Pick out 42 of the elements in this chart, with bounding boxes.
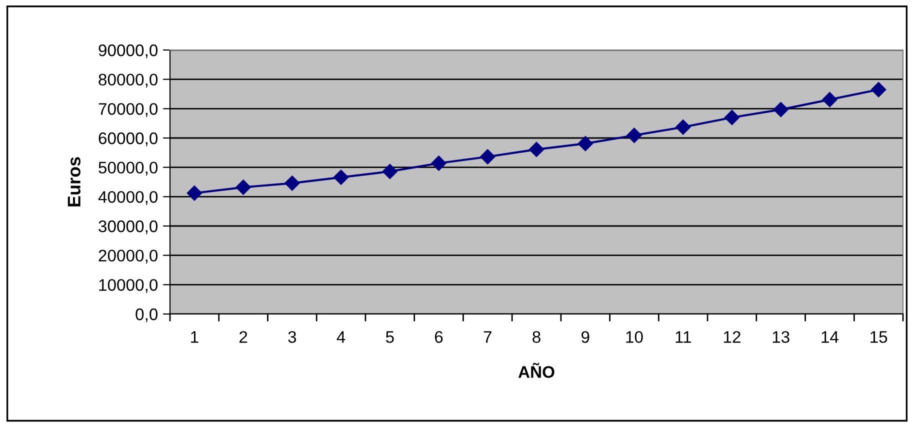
- x-tick-label: 14: [822, 331, 838, 343]
- x-tick-label: 8: [532, 331, 540, 343]
- point: [236, 180, 251, 195]
- y-tick-label: 80000,0: [98, 74, 158, 88]
- point: [333, 170, 349, 185]
- point: [186, 186, 202, 201]
- x-tick-label: 10: [626, 331, 643, 343]
- x-tick-label: 3: [288, 331, 296, 343]
- point: [676, 120, 691, 135]
- y-tick-label: 30000,0: [98, 220, 158, 234]
- point: [578, 136, 593, 152]
- point: [382, 164, 398, 180]
- x-axis-title: AÑO: [518, 362, 554, 378]
- point: [626, 128, 642, 143]
- point: [528, 142, 544, 158]
- x-tick-label: 15: [870, 331, 888, 343]
- point: [431, 156, 446, 171]
- x-tick-label: 9: [582, 331, 590, 343]
- x-tick-label: 11: [676, 331, 691, 343]
- x-tick-label: 12: [724, 331, 740, 343]
- x-tick-label: 6: [434, 331, 443, 343]
- point: [822, 92, 838, 108]
- x-tick-label: 5: [386, 331, 394, 343]
- point: [284, 176, 300, 191]
- point: [773, 102, 788, 118]
- x-tick-label: 4: [336, 331, 346, 343]
- y-tick-label: 20000,0: [98, 250, 158, 264]
- y-tick-label: 90000,0: [98, 44, 158, 58]
- x-tick-label: 13: [772, 331, 790, 343]
- y-axis-title: Euros: [68, 157, 80, 206]
- point: [724, 110, 740, 126]
- x-tick-label: 2: [240, 331, 248, 343]
- y-tick-label: 40000,0: [98, 191, 158, 205]
- x-tick-label: 7: [484, 331, 492, 343]
- y-tick-label: 50000,0: [98, 162, 158, 176]
- y-tick-label: 0,0: [136, 308, 158, 322]
- y-tick-label: 70000,0: [98, 103, 158, 117]
- y-tick-label: 10000,0: [99, 279, 158, 293]
- point: [870, 82, 886, 98]
- y-tick-label: 60000,0: [98, 132, 158, 146]
- x-tick-label: 1: [191, 331, 198, 343]
- point: [480, 149, 496, 164]
